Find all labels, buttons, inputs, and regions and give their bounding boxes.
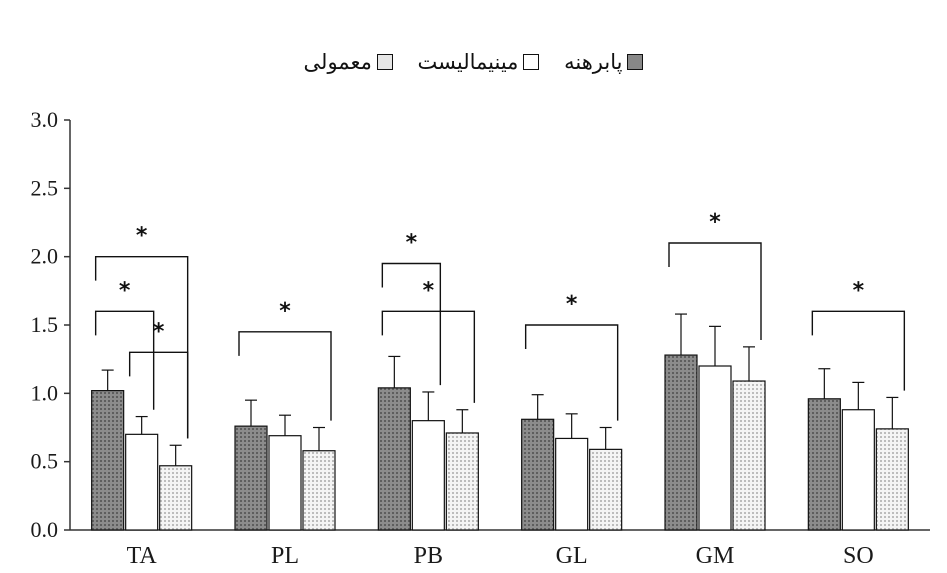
bar-TA-1 — [125, 433, 159, 531]
significance-bracket — [811, 310, 906, 391]
significance-star: * — [136, 224, 148, 249]
bar-PL-0 — [234, 425, 268, 531]
x-tick-label: PB — [414, 543, 443, 569]
x-tick-label: GL — [556, 543, 588, 569]
bar-PL-1 — [268, 435, 302, 531]
bar-PB-0 — [377, 387, 411, 531]
y-tick-label: 0.5 — [31, 449, 59, 474]
significance-star: * — [279, 299, 291, 324]
significance-star: * — [709, 210, 721, 235]
legend-item-barefoot: پابرهنه — [564, 50, 644, 74]
significance-bracket — [94, 255, 189, 439]
y-tick-label: 1.0 — [31, 380, 59, 405]
bar-GL-0 — [521, 418, 555, 531]
bar-GL-2 — [589, 448, 623, 531]
bar-PB-2 — [445, 432, 479, 531]
bar-GM-0 — [664, 354, 698, 531]
bar-SO-0 — [807, 398, 841, 531]
significance-star: * — [119, 278, 131, 303]
significance-star: * — [853, 278, 865, 303]
x-tick-label: SO — [843, 543, 874, 569]
significance-bracket — [238, 331, 332, 421]
y-tick-label: 2.0 — [31, 244, 59, 269]
significance-star: * — [406, 231, 418, 256]
y-tick-label: 1.5 — [31, 312, 59, 337]
significance-star: * — [153, 319, 165, 344]
significance-bracket — [94, 310, 155, 410]
chart-legend: پابرهنه مینیمالیست معمولی — [0, 50, 947, 75]
bar-GM-1 — [698, 365, 732, 531]
legend-swatch-barefoot — [627, 54, 644, 70]
significance-bracket — [128, 351, 189, 439]
axes: 0.0 0.5 1.0 1.5 2.0 2.5 3.0 TA PL PB GL GM SO — [31, 107, 930, 569]
legend-label-conventional: معمولی — [303, 50, 372, 74]
significance-bracket — [381, 310, 476, 403]
legend-item-minimalist: مینیمالیست — [418, 50, 540, 74]
x-tick-label: GM — [696, 543, 735, 569]
x-tick-label: PL — [271, 543, 299, 569]
legend-item-conventional: معمولی — [304, 50, 393, 74]
y-tick-label: 0.0 — [31, 517, 59, 542]
y-tick-label: 2.5 — [31, 175, 59, 200]
significance-bracket — [381, 262, 442, 386]
y-tick-label: 3.0 — [31, 107, 59, 132]
legend-swatch-conventional — [376, 54, 393, 70]
significance-star: * — [423, 278, 435, 303]
bar-GM-2 — [732, 380, 766, 531]
bar-TA-2 — [159, 465, 193, 531]
significance-star: * — [566, 292, 578, 317]
bars — [91, 313, 909, 531]
significance-bracket — [668, 242, 762, 341]
bar-SO-1 — [841, 409, 875, 531]
bar-PB-1 — [411, 420, 445, 531]
legend-swatch-minimalist — [523, 54, 540, 70]
significance-brackets: ********* — [94, 210, 906, 439]
bar-SO-2 — [875, 428, 909, 531]
bar-GL-1 — [555, 437, 589, 531]
bar-TA-0 — [91, 390, 125, 531]
legend-label-minimalist: مینیمالیست — [417, 50, 519, 74]
legend-label-barefoot: پابرهنه — [564, 50, 623, 74]
bar-PL-2 — [302, 450, 336, 531]
significance-bracket — [524, 324, 619, 421]
x-tick-label: TA — [127, 543, 158, 569]
